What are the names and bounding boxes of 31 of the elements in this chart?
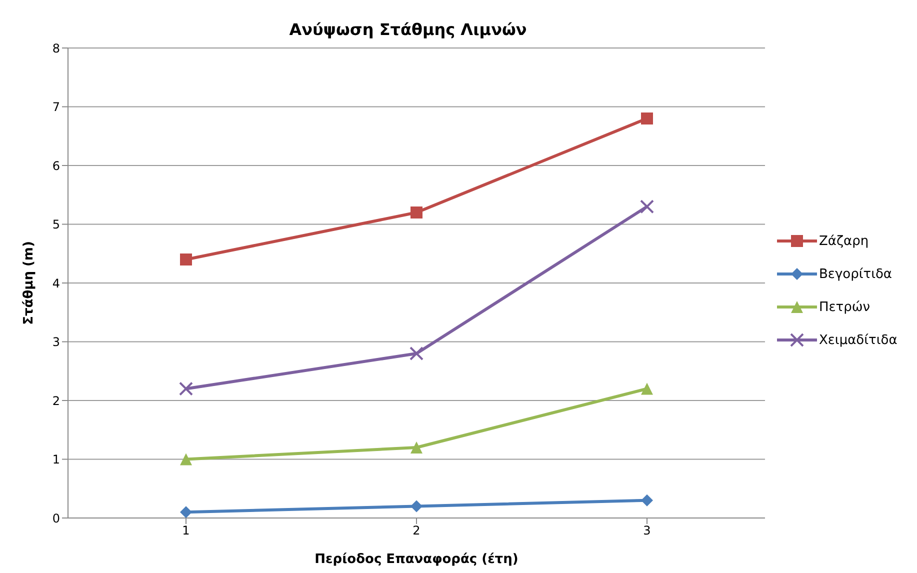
x-tick-label: 1 (182, 524, 190, 538)
y-tick-label: 5 (52, 218, 60, 232)
chart-title: Ανύψωση Στάθμης Λιμνών (288, 20, 528, 39)
point (641, 112, 653, 124)
point (640, 200, 654, 214)
x-tick-label: 2 (412, 524, 420, 538)
y-tick-label: 2 (52, 394, 60, 408)
legend-label: Χειμαδίτιδα (819, 332, 898, 348)
point (641, 494, 653, 506)
point (410, 206, 422, 218)
x-axis-title: Περίοδος Επαναφοράς (έτη) (314, 552, 518, 567)
y-tick-label: 7 (52, 100, 60, 114)
y-tick-label: 4 (52, 276, 60, 290)
y-tick-label: 0 (52, 511, 60, 526)
point (179, 382, 193, 396)
y-axis-title: Στάθμη (m) (22, 241, 37, 325)
legend-label: Ζάζαρη (819, 234, 869, 248)
point (410, 500, 422, 512)
point (180, 254, 192, 266)
legend-label: Πετρών (819, 300, 870, 314)
point (410, 346, 424, 360)
point (180, 453, 192, 466)
point (180, 506, 192, 518)
legend-label: Βεγορίτιδα (819, 266, 892, 282)
y-tick-label: 8 (52, 41, 60, 56)
y-tick-label: 3 (52, 335, 60, 350)
y-tick-label: 6 (52, 158, 60, 173)
x-tick-label: 3 (643, 524, 651, 538)
y-tick-label: 1 (52, 452, 60, 467)
point (641, 382, 653, 395)
point (410, 442, 422, 454)
